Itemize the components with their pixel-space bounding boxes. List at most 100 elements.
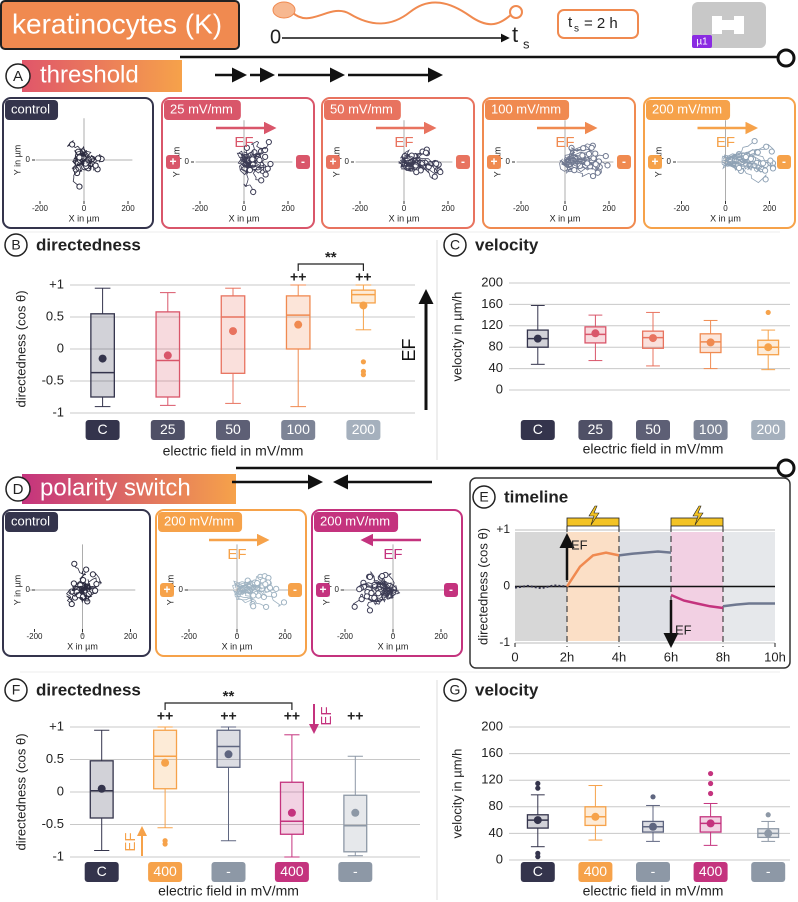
category-box xyxy=(84,862,119,882)
trajectory-end xyxy=(760,160,767,167)
trajectory-end xyxy=(262,581,269,588)
y-axis-label: directedness (cos θ) xyxy=(13,290,28,407)
trajectory xyxy=(241,140,266,159)
y-axis-label: directedness (cos θ) xyxy=(475,528,490,645)
x-tick-label: 200 xyxy=(763,204,777,213)
field-label: EF xyxy=(234,134,253,151)
x-tick-label: 200 xyxy=(278,632,292,641)
section-bar xyxy=(22,474,236,504)
trajectory-end xyxy=(379,572,386,580)
category-box xyxy=(274,862,309,882)
panel-badge xyxy=(443,678,467,702)
chart-title: directedness xyxy=(36,680,141,699)
x-tick-label: C xyxy=(97,863,107,879)
x-tick-label: 200 xyxy=(602,204,616,213)
panel-tab xyxy=(164,100,241,120)
panel-letter: G xyxy=(450,682,461,698)
trajectory xyxy=(559,158,575,172)
panel-letter: C xyxy=(450,237,460,253)
y-axis-label: directedness (cos θ) xyxy=(13,733,28,850)
trajectory xyxy=(66,588,80,605)
trajectory xyxy=(729,158,766,171)
x-tick-label: 0 xyxy=(563,204,568,213)
bracket-label: ** xyxy=(223,688,235,705)
trajectory-end xyxy=(422,149,430,156)
panel-label: 50 mV/mm xyxy=(330,101,393,116)
y-tick-label: 0 xyxy=(345,157,350,166)
significance: ++ xyxy=(347,708,363,724)
y-tick-label: 0 xyxy=(185,157,190,166)
panel-badge xyxy=(4,233,28,257)
field-label: EF xyxy=(571,537,588,552)
title-box xyxy=(0,0,240,50)
pole-box xyxy=(326,155,340,169)
panel-label: 200 mV/mm xyxy=(164,513,234,528)
mean-marker xyxy=(351,808,360,817)
trajectory xyxy=(723,152,764,165)
category-box xyxy=(338,862,373,882)
section-title: threshold xyxy=(40,61,139,88)
mean-marker xyxy=(98,354,107,363)
trajectory-end xyxy=(267,160,274,168)
outlier xyxy=(360,372,366,378)
trajectory-end xyxy=(70,580,77,587)
trajectory-end xyxy=(585,150,593,158)
end-marker xyxy=(509,5,523,19)
field-label: EF xyxy=(394,134,413,151)
significance: ++ xyxy=(290,269,306,285)
x-tick-label: 400 xyxy=(153,863,177,879)
trajectory xyxy=(568,148,596,162)
category-box xyxy=(751,862,786,882)
x-axis-label: X in µm xyxy=(222,641,253,651)
x-tick-label: 200 xyxy=(352,421,376,437)
trajectory-end xyxy=(273,585,280,592)
outlier xyxy=(708,790,714,797)
category-box xyxy=(578,420,613,440)
y-tick-label: +1 xyxy=(49,718,64,733)
outlier xyxy=(765,812,771,818)
pole-sign: - xyxy=(461,155,465,169)
outlier xyxy=(708,780,714,787)
trajectory xyxy=(76,163,83,174)
x-axis-label: X in µm xyxy=(378,641,409,651)
trajectory-end xyxy=(265,138,272,146)
field-label: EF xyxy=(318,706,335,725)
duration-sub: s xyxy=(574,24,579,35)
x-tick-label: 200 xyxy=(434,632,448,641)
trajectory-end xyxy=(250,592,257,599)
y-tick-label: +1 xyxy=(496,522,510,536)
trajectory-end xyxy=(594,169,601,176)
trajectory-end xyxy=(71,560,78,567)
chart-title: directedness xyxy=(36,235,141,254)
x-tick-label: 6h xyxy=(664,649,678,664)
x-tick-label: 0 xyxy=(242,204,247,213)
x-tick-label: 50 xyxy=(645,421,661,437)
chip-tag xyxy=(692,35,712,48)
x-tick-label: 200 xyxy=(441,204,455,213)
trajectory xyxy=(726,146,767,162)
trajectory-end xyxy=(76,154,83,161)
mean-marker xyxy=(533,334,542,343)
trajectory-end xyxy=(588,144,595,151)
trajectory xyxy=(378,586,393,598)
time-end-sub: s xyxy=(523,36,530,51)
series-line xyxy=(670,593,724,610)
panel-tab xyxy=(314,512,399,532)
trajectory-end xyxy=(366,607,374,614)
x-tick-label: 8h xyxy=(716,649,730,664)
trajectory xyxy=(406,161,436,180)
x-tick-label: 0 xyxy=(82,204,87,213)
x-tick-label: 400 xyxy=(699,863,723,879)
x-tick-label: C xyxy=(98,421,108,437)
duration-text: = 2 h xyxy=(584,15,618,32)
mean-marker xyxy=(649,822,657,831)
trajectory-end xyxy=(584,160,591,167)
x-tick-label: 0 xyxy=(511,649,518,664)
trajectory-end xyxy=(604,162,611,169)
trajectory-end xyxy=(431,173,438,180)
x-axis-label: electric field in mV/mm xyxy=(158,883,299,899)
trajectory-end xyxy=(742,153,749,161)
x-tick-label: -200 xyxy=(673,204,690,213)
box xyxy=(351,289,376,304)
mean-marker xyxy=(163,351,172,360)
